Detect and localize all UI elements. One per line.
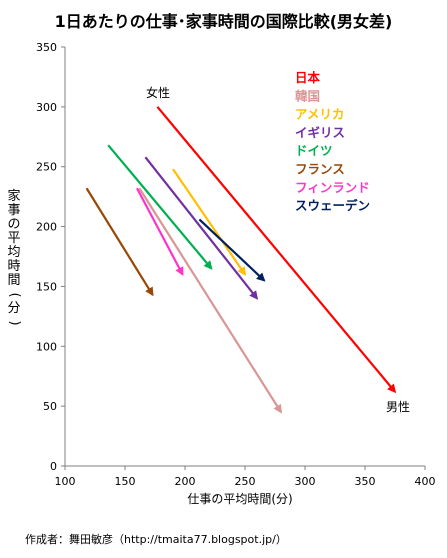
series-arrow — [85, 187, 154, 297]
legend-entry: 日本 — [295, 70, 321, 85]
x-axis-label: 仕事の平均時間(分) — [187, 492, 292, 506]
y-axis-label-char: 間 — [7, 273, 21, 288]
series-arrow — [198, 218, 266, 282]
series-arrow — [156, 106, 397, 394]
x-tick-label: 400 — [415, 475, 436, 488]
y-axis-label: 家事の平均時間 ( 分) — [6, 190, 22, 330]
legend-entry: フランス — [295, 162, 345, 177]
y-axis-label-char: の — [7, 217, 21, 232]
y-axis-label-char: ) — [7, 320, 22, 326]
x-tick-label: 300 — [295, 475, 316, 488]
y-tick-label: 300 — [36, 101, 57, 114]
legend-entry: フィンランド — [295, 180, 370, 195]
y-axis-label-char: 時 — [7, 259, 21, 274]
x-tick-label: 100 — [55, 475, 76, 488]
female-annotation: 女性 — [146, 85, 170, 100]
x-tick-label: 250 — [235, 475, 256, 488]
legend-entry: スウェーデン — [295, 198, 370, 213]
y-tick-label: 250 — [36, 161, 57, 174]
y-axis-label-char: ( — [7, 292, 22, 298]
series-arrow — [138, 187, 282, 414]
y-axis-label-char: 平 — [7, 231, 21, 246]
y-axis-label-char: 事 — [7, 203, 21, 218]
y-tick-label: 100 — [36, 340, 57, 353]
credit-text: 作成者：舞田敏彦（http://tmaita77.blogspot.jp/） — [25, 533, 287, 546]
male-annotation: 男性 — [386, 400, 410, 414]
series-arrow — [172, 168, 246, 276]
series-arrow — [144, 156, 259, 300]
y-axis-label-char: 均 — [7, 245, 21, 260]
legend-entry: ドイツ — [295, 143, 333, 158]
legend-entry: アメリカ — [295, 107, 344, 122]
x-tick-label: 150 — [115, 475, 136, 488]
x-tick-label: 200 — [175, 475, 196, 488]
y-tick-label: 150 — [36, 280, 57, 293]
x-tick-label: 350 — [355, 475, 376, 488]
series-arrow — [136, 187, 184, 277]
y-tick-label: 0 — [50, 460, 57, 473]
legend-entry: イギリス — [295, 125, 345, 140]
series-arrows — [85, 106, 397, 414]
series-arrow — [107, 144, 213, 270]
axes: 0 50 100 150 200 250 300 350 100 150 200 250 300 350 4… — [36, 41, 436, 488]
y-tick-label: 50 — [43, 400, 57, 413]
chart-title: 1日あたりの仕事･家事時間の国際比較(男女差) — [54, 12, 393, 31]
y-axis-label-char: 家 — [7, 189, 21, 204]
y-axis-label-char: 分 — [7, 301, 21, 316]
y-tick-label: 350 — [36, 41, 57, 54]
legend-entry: 韓国 — [295, 88, 320, 103]
y-tick-label: 200 — [36, 221, 57, 234]
